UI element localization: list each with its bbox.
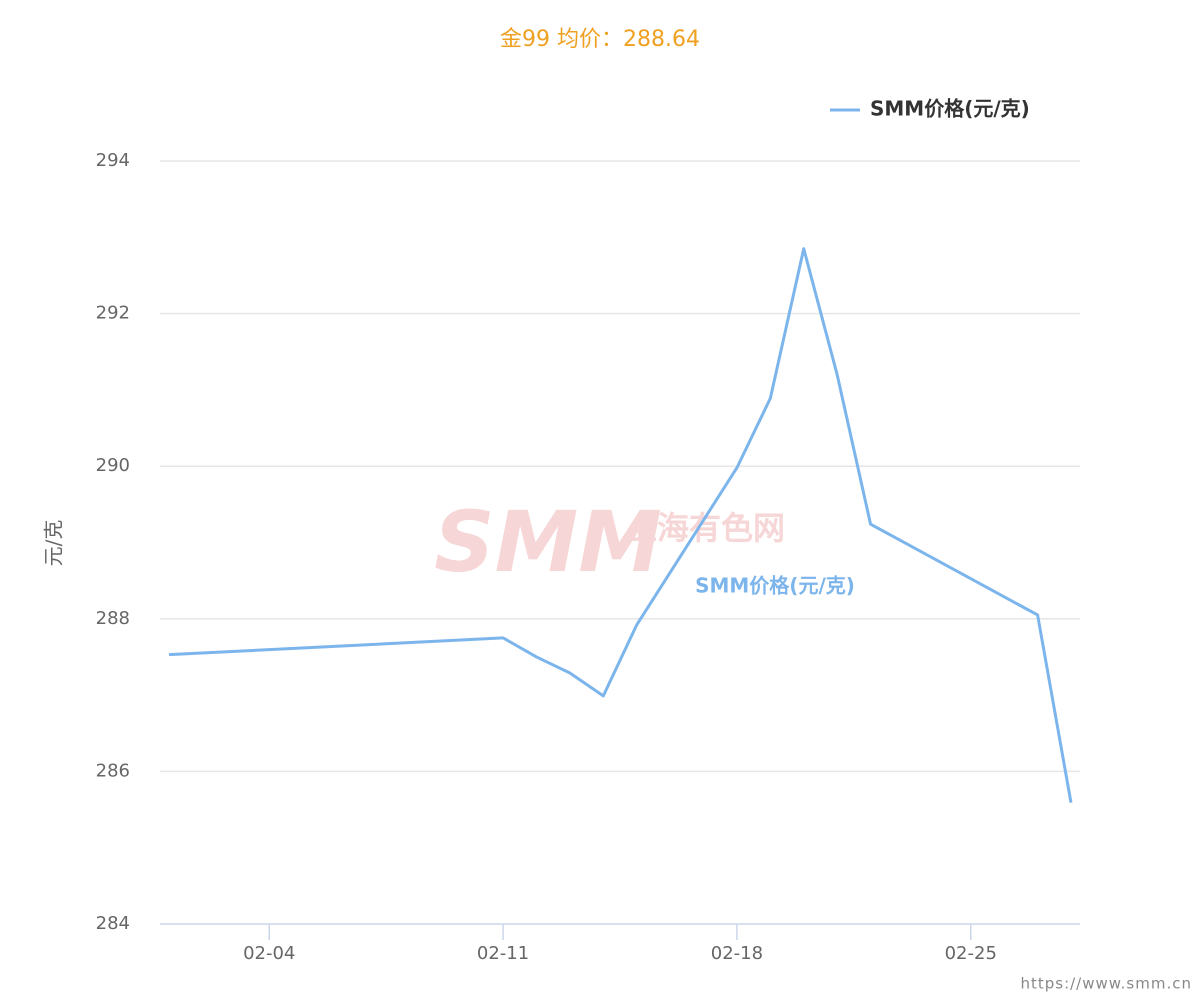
y-tick-label: 292	[96, 303, 130, 324]
watermark: 上海有色网	[625, 509, 785, 547]
legend-label: SMM价格(元/克)	[870, 97, 1030, 121]
x-tick-label: 02-25	[945, 943, 997, 964]
series-line	[168, 247, 1073, 803]
source: https://www.smm.cn	[1020, 975, 1192, 993]
chart-title: 金99 均价：288.64	[500, 27, 700, 52]
x-tick-label: 02-18	[711, 943, 763, 964]
y-tick-label: 286	[96, 760, 130, 781]
y-tick-label: 294	[96, 150, 130, 171]
series-label: SMM价格(元/克)	[695, 574, 855, 598]
y-tick-label: 284	[96, 913, 130, 934]
x-tick-label: 02-11	[477, 943, 529, 964]
y-axis-label: 元/克	[42, 520, 66, 567]
watermark: SMM	[434, 493, 662, 591]
y-tick-label: 288	[96, 608, 130, 629]
x-tick-label: 02-04	[243, 943, 295, 964]
y-tick-label: 290	[96, 455, 130, 476]
